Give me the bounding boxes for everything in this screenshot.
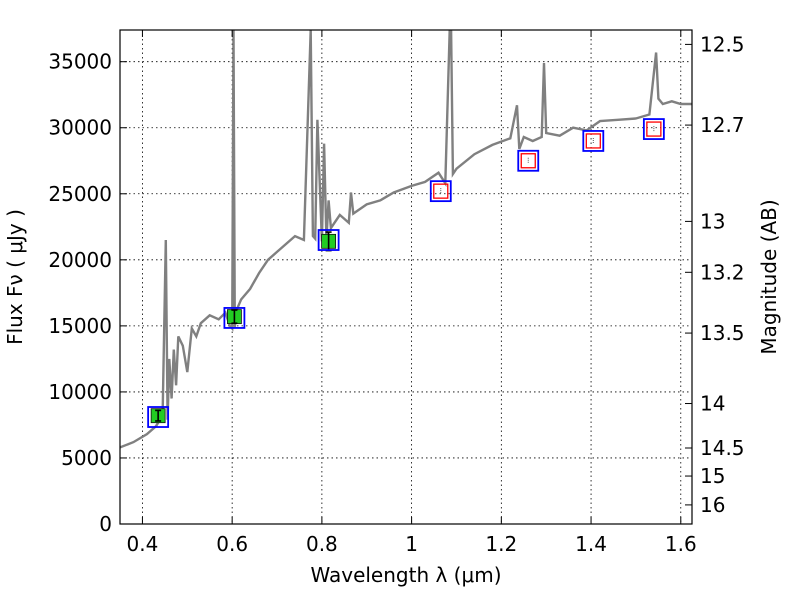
spectrum-line	[120, 30, 692, 449]
x-axis: 0.4 0.6 0.8 1 1.2 1.4 1.6	[127, 30, 697, 556]
x-tick-label: 1.4	[575, 532, 607, 556]
plot-area	[120, 30, 692, 449]
right-axis-title: Magnitude (AB)	[757, 199, 781, 354]
plot-frame	[119, 29, 693, 525]
right-tick-label: 14.5	[700, 436, 745, 460]
y-axis-title: Flux Fν ( μJy )	[3, 209, 27, 345]
right-tick-label: 14	[700, 392, 725, 416]
grid	[120, 30, 692, 525]
y-tick-label: 30000	[48, 116, 112, 140]
x-tick-label: 0.8	[306, 532, 338, 556]
model-box	[147, 406, 170, 428]
photometry-markers	[147, 118, 665, 428]
right-magnitude-axis: 12.5 12.7 13 13.2 13.5 14 14.5 15 16	[685, 32, 745, 517]
y-tick-label: 25000	[48, 182, 112, 206]
right-tick-label: 13	[700, 209, 725, 233]
right-tick-label: 13.2	[700, 260, 745, 284]
right-tick-label: 12.7	[700, 113, 745, 137]
x-tick-label: 1	[405, 532, 418, 556]
red-box	[585, 133, 601, 149]
model-box	[223, 307, 246, 329]
y-tick-label: 0	[99, 512, 112, 536]
x-tick-label: 0.4	[127, 532, 159, 556]
y-tick-label: 20000	[48, 248, 112, 272]
model-box	[517, 149, 540, 172]
model-box	[317, 229, 340, 251]
y-tick-label: 15000	[48, 314, 112, 338]
red-box	[646, 121, 662, 137]
x-tick-label: 0.6	[216, 532, 248, 556]
red-box	[520, 153, 536, 169]
y-tick-label: 35000	[48, 50, 112, 74]
right-tick-label: 13.5	[700, 321, 745, 345]
y-axis: 0 5000 10000 15000 20000 25000 30000 35000	[48, 50, 127, 536]
model-box	[582, 130, 605, 152]
model-box	[429, 180, 452, 203]
right-tick-label: 12.5	[700, 32, 745, 56]
x-tick-label: 1.6	[665, 532, 697, 556]
right-tick-label: 16	[700, 493, 725, 517]
y-tick-label: 5000	[61, 446, 112, 470]
x-axis-title: Wavelength λ (μm)	[310, 563, 501, 587]
right-tick-label: 15	[700, 464, 725, 488]
y-tick-label: 10000	[48, 380, 112, 404]
red-box	[433, 183, 449, 199]
x-tick-label: 1.2	[485, 532, 517, 556]
model-box	[642, 118, 665, 140]
